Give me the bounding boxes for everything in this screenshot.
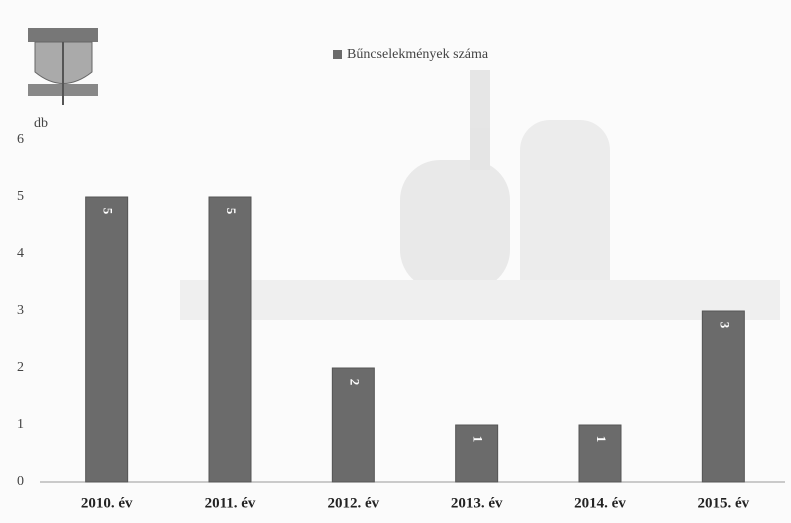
y-tick-label: 3 [17,303,24,318]
data-label: 1 [594,436,609,443]
bar [209,197,251,482]
x-tick-label: 2015. év [697,495,749,511]
x-tick-label: 2014. év [574,495,626,511]
chart: db 0 1 2 3 4 5 6 Bűncselekmények száma 2010. év 2… [0,0,791,523]
x-tick-label: 2012. év [327,495,379,511]
bar [86,197,128,482]
y-axis-label: db [34,116,48,131]
data-label: 2 [347,379,362,386]
x-tick-label: 2011. év [205,495,256,511]
crest-logo [28,28,98,105]
data-label: 5 [101,208,116,215]
y-tick-label: 4 [17,246,24,261]
y-tick-label: 2 [17,360,24,375]
y-tick-label: 6 [17,132,24,147]
bar [456,425,498,482]
legend-label: Bűncselekmények száma [347,47,489,62]
bar [702,311,744,482]
x-tick-label: 2013. év [451,495,503,511]
y-tick-label: 5 [17,189,24,204]
legend-swatch [333,50,342,59]
y-tick-label: 1 [17,417,24,432]
bar [579,425,621,482]
x-tick-label: 2010. év [81,495,133,511]
data-label: 3 [717,322,732,329]
data-label: 5 [224,208,239,215]
y-tick-label: 0 [17,474,24,489]
data-label: 1 [471,436,486,443]
